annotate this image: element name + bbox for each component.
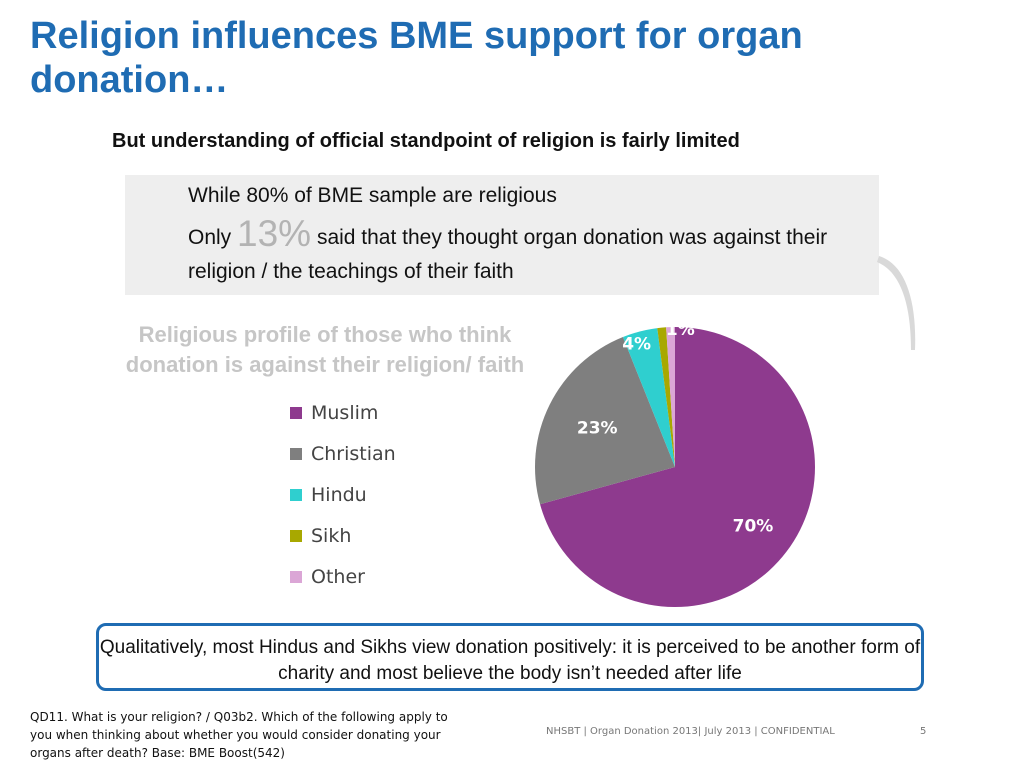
pie-label-christian: 23%: [577, 418, 618, 438]
legend-label-christian: Christian: [311, 442, 396, 465]
question-footnote: QD11. What is your religion? / Q03b2. Wh…: [30, 710, 448, 760]
legend-item-muslim: Muslim: [290, 392, 396, 433]
pie-label-sikh: 1%: [635, 315, 664, 328]
pie-slice-hindu: [622, 328, 675, 467]
legend-label-muslim: Muslim: [311, 401, 379, 424]
chart-legend: Muslim Christian Hindu Sikh Other: [290, 392, 396, 597]
pie-slice-other: [666, 327, 675, 467]
callout-suffix: said that they thought organ donation wa…: [188, 226, 828, 283]
legend-swatch-hindu: [290, 488, 302, 501]
legend-swatch-sikh: [290, 529, 302, 542]
legend-swatch-muslim: [290, 406, 302, 419]
pie-slice-sikh: [657, 327, 675, 467]
religion-pie-chart: 70% 23% 4% 1%1%: [535, 315, 815, 607]
legend-item-other: Other: [290, 556, 396, 597]
callout-line-against: Only 13% said that they thought organ do…: [188, 215, 868, 289]
callout-highlight-stat: 13%: [237, 213, 312, 254]
stat-callout-box: While 80% of BME sample are religious On…: [125, 175, 879, 295]
callout-line-religious: While 80% of BME sample are religious: [188, 184, 557, 207]
legend-label-other: Other: [311, 565, 365, 588]
legend-item-sikh: Sikh: [290, 515, 396, 556]
slide-subtitle: But understanding of official standpoint…: [112, 130, 740, 152]
pie-label-muslim: 70%: [733, 516, 774, 536]
legend-label-hindu: Hindu: [311, 483, 367, 506]
qualitative-quote-box: Qualitatively, most Hindus and Sikhs vie…: [96, 623, 924, 691]
footer-text: NHSBT | Organ Donation 2013| July 2013 |…: [546, 726, 835, 737]
legend-item-hindu: Hindu: [290, 474, 396, 515]
legend-label-sikh: Sikh: [311, 524, 352, 547]
pie-slice-christian: [535, 337, 675, 505]
pie-slice-muslim: [540, 327, 815, 607]
slide-title: Religion influences BME support for orga…: [30, 15, 803, 101]
chart-title: Religious profile of those who think don…: [125, 322, 525, 377]
legend-item-christian: Christian: [290, 433, 396, 474]
legend-swatch-other: [290, 570, 302, 583]
pie-label-other: 1%: [666, 320, 695, 340]
pie-label-hindu: 4%: [622, 334, 651, 354]
legend-swatch-christian: [290, 447, 302, 460]
page-number: 5: [920, 726, 927, 737]
decorative-swoosh: [877, 256, 916, 350]
callout-prefix: Only: [188, 226, 232, 249]
